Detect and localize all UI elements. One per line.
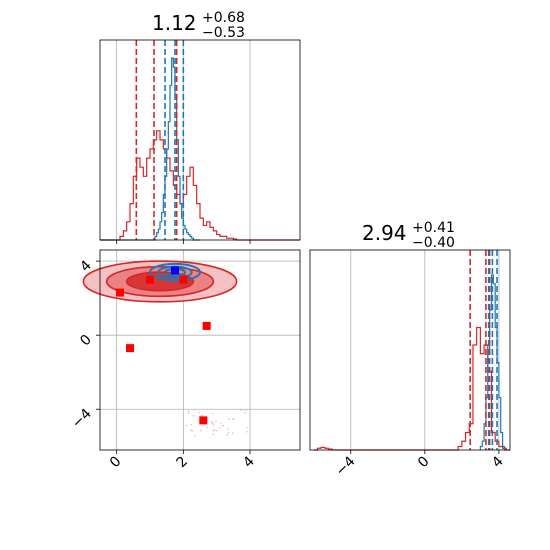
sample-dot bbox=[192, 414, 195, 417]
sample-dot bbox=[212, 433, 215, 436]
sample-dot bbox=[215, 420, 217, 423]
title-bottom-right: 2.94 +0.41 −0.40 bbox=[362, 220, 455, 251]
sample-dot bbox=[246, 427, 248, 429]
sample-dot bbox=[226, 434, 229, 436]
sample-dot bbox=[200, 429, 202, 432]
sample-dot bbox=[210, 420, 213, 423]
contour-blue bbox=[149, 262, 201, 282]
svg-text:−0.53: −0.53 bbox=[202, 25, 245, 41]
sample-dot bbox=[185, 424, 188, 427]
sample-dot bbox=[218, 426, 221, 429]
marker-blue bbox=[171, 266, 179, 275]
sample-dot bbox=[213, 429, 216, 432]
axes-frame-bottom-left bbox=[99, 249, 301, 451]
sample-dot bbox=[144, 258, 147, 261]
marker-red bbox=[179, 275, 188, 284]
sample-dot bbox=[194, 434, 196, 437]
sample-dot bbox=[212, 423, 215, 426]
panel-bottom-left: 0 2 4−404 bbox=[69, 249, 301, 471]
sample-dot bbox=[187, 411, 190, 414]
sample-dot bbox=[211, 412, 214, 415]
svg-text:+0.68: +0.68 bbox=[202, 10, 245, 26]
sample-dot bbox=[239, 409, 242, 412]
sample-dot bbox=[215, 429, 218, 432]
marker-red bbox=[116, 288, 124, 297]
panel-top-left: 1.12 +0.68 −0.53 bbox=[99, 10, 301, 244]
sample-dot bbox=[246, 430, 248, 433]
sample-dot bbox=[231, 432, 234, 435]
sample-dot bbox=[125, 256, 128, 259]
marker-red bbox=[199, 416, 208, 425]
svg-text:1.12: 1.12 bbox=[152, 11, 197, 35]
sample-dot bbox=[245, 409, 247, 411]
sample-dot bbox=[191, 429, 194, 432]
svg-text:−0.40: −0.40 bbox=[412, 235, 455, 251]
sample-dot bbox=[198, 411, 201, 414]
sample-dot bbox=[205, 426, 208, 429]
histogram-series-1 bbox=[479, 274, 507, 451]
sample-dot bbox=[219, 422, 222, 425]
sample-dot bbox=[211, 422, 214, 425]
sample-dot bbox=[200, 414, 203, 417]
sample-dot bbox=[190, 423, 193, 426]
axes-frame-top-left bbox=[99, 39, 301, 241]
sample-dot bbox=[190, 429, 192, 432]
svg-text:+0.41: +0.41 bbox=[412, 220, 455, 236]
sample-dot bbox=[227, 431, 230, 434]
sample-dot bbox=[212, 429, 214, 432]
sample-dot bbox=[227, 428, 230, 431]
title-top-left: 1.12 +0.68 −0.53 bbox=[152, 10, 245, 41]
sample-dot bbox=[193, 408, 196, 411]
marker-red bbox=[202, 321, 211, 330]
svg-text:2.94: 2.94 bbox=[362, 221, 407, 245]
sample-dot bbox=[232, 418, 235, 421]
axes-frame-bottom-right bbox=[309, 249, 511, 451]
sample-dot bbox=[187, 410, 190, 413]
sample-dot bbox=[244, 412, 247, 415]
marker-red bbox=[146, 275, 154, 284]
sample-dot bbox=[222, 424, 225, 427]
sample-dot bbox=[227, 418, 230, 420]
marker-red bbox=[126, 344, 134, 353]
